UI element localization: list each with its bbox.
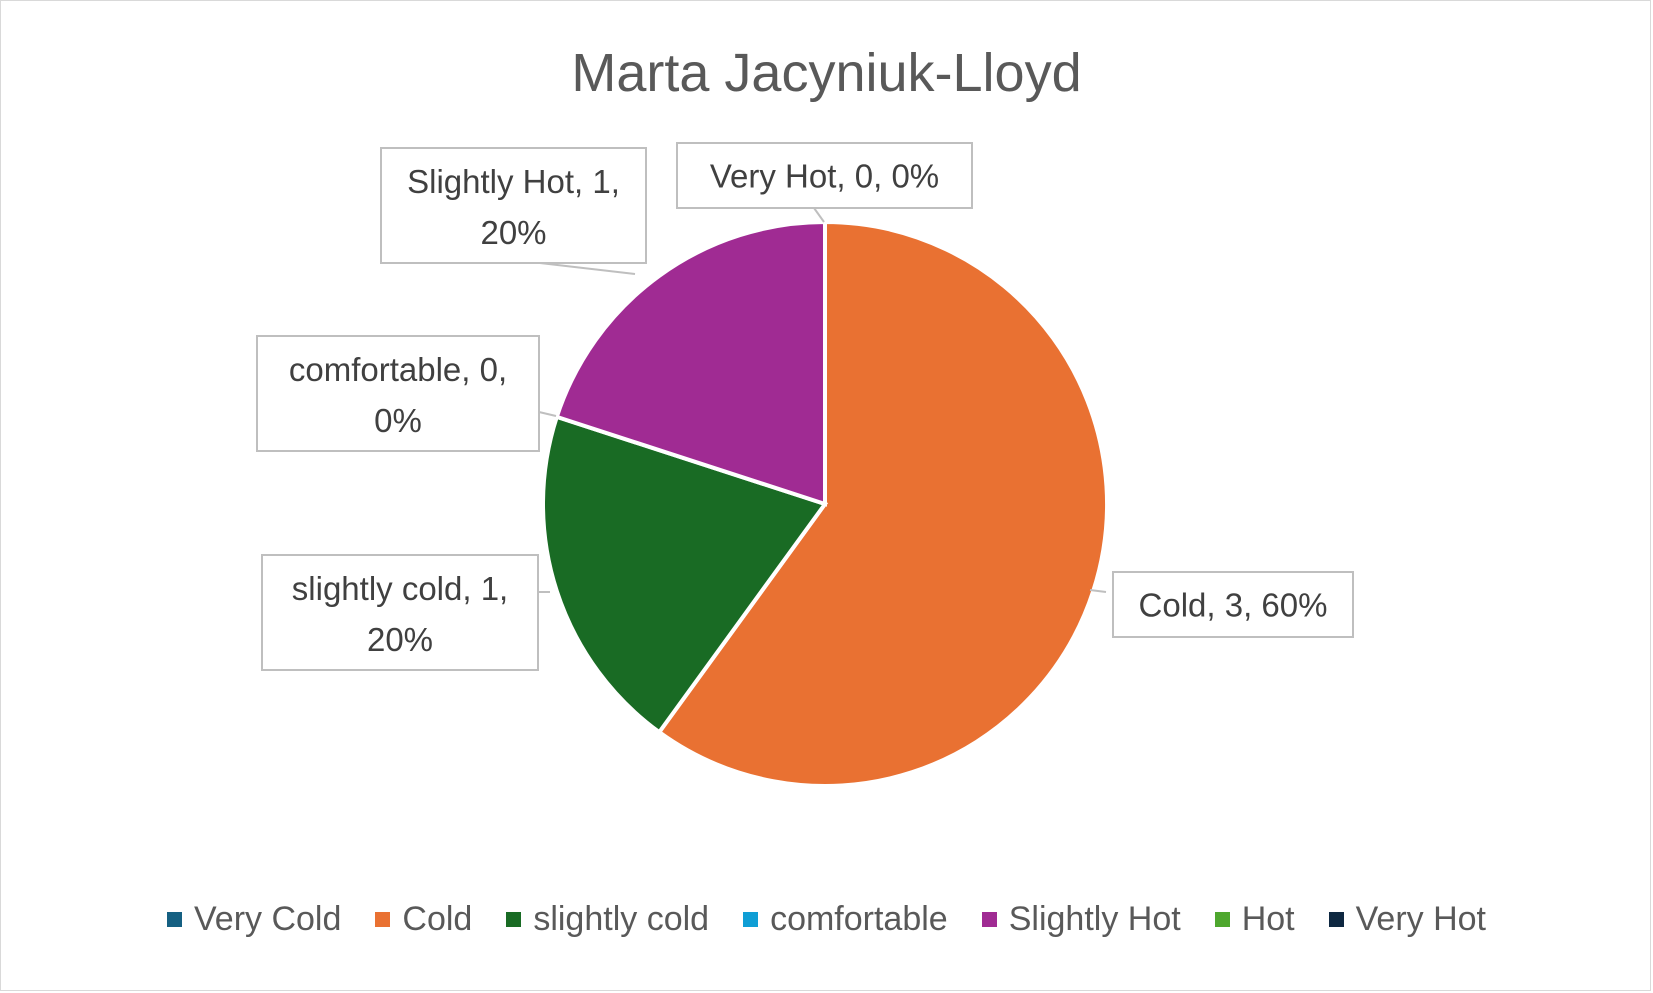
legend-label: Cold: [402, 900, 473, 938]
pie-slice-slightly-hot: [554, 219, 827, 507]
leader-line: [538, 411, 557, 417]
data-label-text: Cold, 3, 60%: [1139, 587, 1328, 624]
chart-title: Marta Jacyniuk-Lloyd: [571, 43, 1082, 103]
legend-label: Very Cold: [193, 900, 342, 938]
legend-item-very-cold: Very Cold: [166, 900, 342, 939]
leader-line: [539, 262, 636, 275]
legend-label: Hot: [1241, 900, 1295, 938]
legend-item-cold: Cold: [375, 900, 472, 939]
data-label-box: [256, 335, 540, 452]
chart-legend: Very Cold Cold slightly cold comfortable Sli…: [0, 900, 1653, 939]
legend-label: Very Hot: [1355, 900, 1486, 938]
pie-slice-slightly-cold: [541, 414, 829, 735]
data-label-very-hot: Very Hot, 0, 0%: [676, 142, 973, 223]
legend-item-very-hot: Very Hot: [1328, 900, 1486, 939]
legend-item-hot: Hot: [1214, 900, 1295, 939]
legend-swatch: [166, 912, 182, 927]
legend-swatch: [506, 912, 522, 927]
data-label-box: [1112, 571, 1354, 638]
legend-label: Slightly Hot: [1008, 900, 1181, 938]
legend-label: slightly cold: [533, 900, 710, 938]
data-label-text: Very Hot, 0, 0%: [710, 158, 939, 195]
legend-swatch: [1328, 912, 1344, 927]
legend-item-slightly-cold: slightly cold: [506, 900, 709, 939]
data-label-slightly-cold: slightly cold, 1, 20%: [261, 554, 550, 671]
data-label-cold: Cold, 3, 60%: [1089, 571, 1354, 638]
legend-label: comfortable: [770, 900, 948, 938]
legend-swatch: [743, 912, 759, 927]
data-label-comfortable: comfortable, 0, 0%: [256, 335, 557, 452]
data-label-box: [380, 147, 647, 264]
leader-line: [813, 207, 825, 223]
data-label-text: comfortable, 0, 0%: [289, 351, 507, 439]
legend-swatch: [375, 912, 391, 927]
leader-line: [1089, 589, 1107, 593]
legend-swatch: [981, 912, 997, 927]
legend-item-slightly-hot: Slightly Hot: [981, 900, 1181, 939]
data-label-slightly-hot: Slightly Hot, 1, 20%: [380, 147, 647, 275]
data-label-box: [261, 554, 539, 671]
legend-item-comfortable: comfortable: [743, 900, 948, 939]
data-label-box: [676, 142, 973, 209]
legend-swatch: [1214, 912, 1230, 927]
data-label-text: slightly cold, 1, 20%: [292, 570, 508, 658]
data-label-text: Slightly Hot, 1, 20%: [407, 163, 620, 251]
